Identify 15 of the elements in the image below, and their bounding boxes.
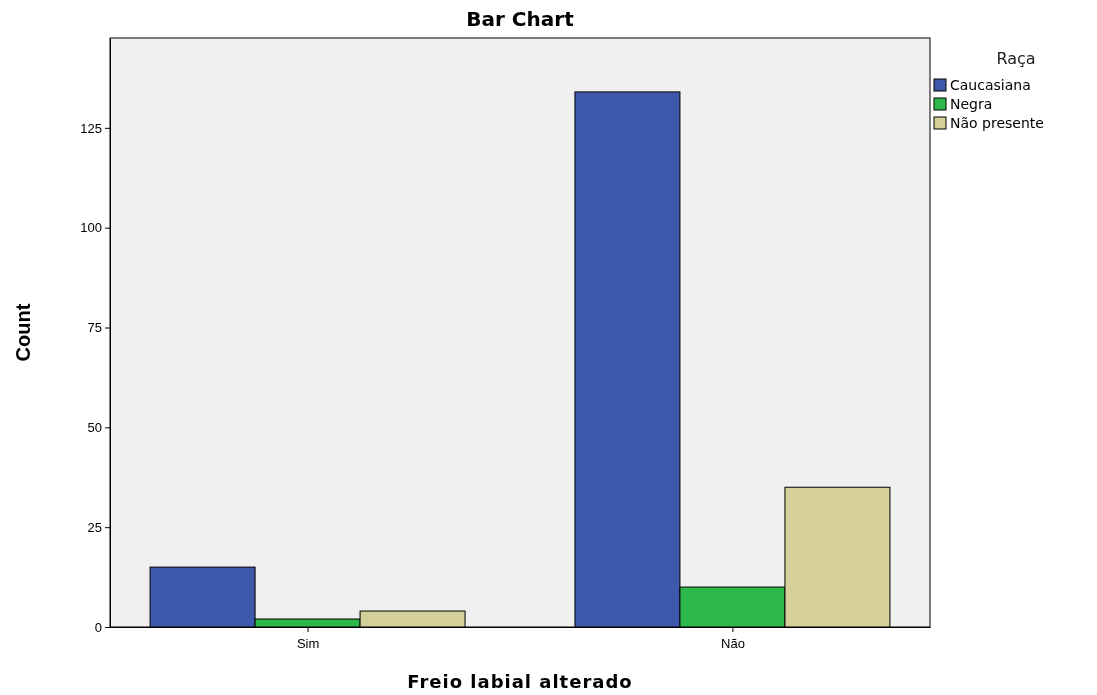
legend-label: Negra [950,96,993,112]
y-tick-label: 100 [80,220,102,236]
y-tick-label: 125 [80,120,102,136]
y-tick-label: 25 [87,519,102,535]
legend-title: Raça [996,49,1036,68]
chart-title: Bar Chart [466,7,575,31]
x-axis-title: Freio labial alterado [407,671,633,692]
y-tick-label: 0 [94,619,102,635]
y-tick-label: 75 [87,320,102,336]
y-axis-title: Count [12,303,34,362]
x-tick-label: Não [721,636,745,651]
legend-label: Não presente [950,115,1044,131]
x-tick-label: Sim [296,636,320,651]
y-tick-label: 50 [87,420,102,435]
legend-label: Caucasiana [950,77,1031,93]
